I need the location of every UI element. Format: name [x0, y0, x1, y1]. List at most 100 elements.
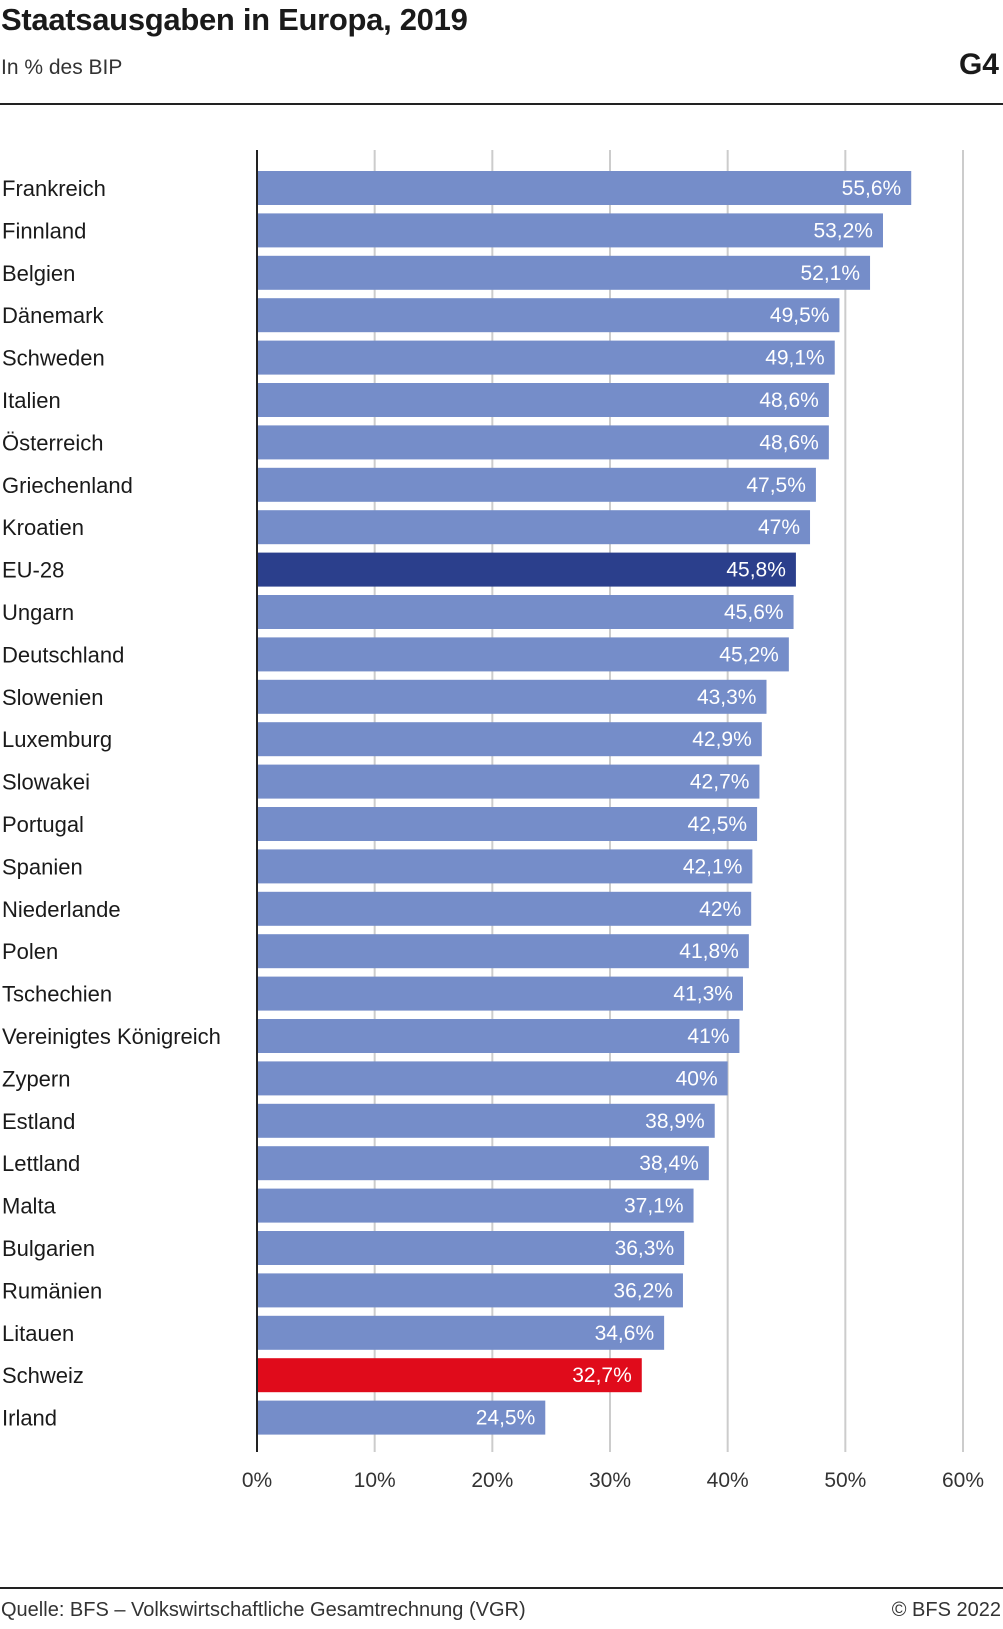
- x-tick-label: 30%: [589, 1469, 631, 1492]
- x-tick-label: 60%: [942, 1469, 984, 1492]
- x-tick-label: 40%: [707, 1469, 749, 1492]
- data-label: 45,8%: [726, 559, 786, 582]
- category-label: Italien: [2, 388, 61, 413]
- category-label: Rumänien: [2, 1278, 102, 1303]
- category-label: Frankreich: [2, 176, 106, 201]
- category-label: Finnland: [2, 218, 86, 243]
- bar: [257, 340, 835, 375]
- bar: [257, 807, 758, 841]
- data-label: 49,1%: [765, 347, 825, 370]
- bars: 55,6% 53,2% 52,1% 49,5% 49,1% 48,6% 48,6% 47,5%…: [257, 171, 912, 1435]
- category-label: Griechenland: [2, 473, 133, 498]
- x-tick-label: 20%: [471, 1469, 513, 1492]
- data-label: 42,7%: [690, 771, 750, 794]
- category-label: Niederlande: [2, 897, 121, 922]
- category-label: Estland: [2, 1109, 75, 1134]
- category-label: Spanien: [2, 854, 83, 879]
- bar: [257, 171, 912, 205]
- data-label: 53,2%: [813, 219, 873, 242]
- category-label: Österreich: [2, 430, 103, 455]
- category-label: Slowakei: [2, 770, 90, 795]
- category-label: Schweiz: [2, 1363, 84, 1388]
- category-label: Lettland: [2, 1151, 80, 1176]
- data-label: 48,6%: [759, 389, 819, 412]
- axes: 0% 10% 20% 30% 40% 50% 60% Frankreich Finnland Be…: [2, 150, 984, 1492]
- data-label: 42,9%: [692, 728, 752, 751]
- data-label: 40%: [676, 1067, 718, 1090]
- category-label: Tschechien: [2, 982, 112, 1007]
- x-tick-label: 10%: [354, 1469, 396, 1492]
- bar: [257, 934, 749, 969]
- category-label: Portugal: [2, 812, 84, 837]
- bar: [257, 1103, 715, 1138]
- data-label: 24,5%: [476, 1407, 536, 1430]
- data-label: 42,1%: [683, 855, 743, 878]
- data-label: 49,5%: [770, 304, 830, 327]
- bar: [257, 1315, 665, 1350]
- figure-code: G4: [958, 48, 999, 81]
- category-label: Slowenien: [2, 685, 104, 710]
- data-label: 32,7%: [572, 1364, 632, 1387]
- category-label: Irland: [2, 1406, 57, 1431]
- chart-title: Staatsausgaben in Europa, 2019: [1, 2, 468, 37]
- bar: [257, 1358, 642, 1393]
- data-label: 43,3%: [697, 686, 757, 709]
- category-label: Bulgarien: [2, 1236, 95, 1261]
- data-label: 55,6%: [842, 177, 902, 200]
- data-label: 41,8%: [679, 940, 739, 963]
- data-label: 36,2%: [613, 1279, 673, 1302]
- data-label: 41,3%: [673, 983, 733, 1006]
- data-label: 36,3%: [615, 1237, 675, 1260]
- category-label: Malta: [2, 1194, 57, 1219]
- bar: [257, 298, 840, 333]
- bar: [257, 255, 871, 290]
- bar: [257, 679, 767, 714]
- data-label: 42%: [699, 898, 741, 921]
- data-label: 38,9%: [645, 1110, 705, 1133]
- x-tick-label: 50%: [824, 1469, 866, 1492]
- category-label: Kroatien: [2, 515, 84, 540]
- bar: [257, 552, 796, 587]
- bar: [257, 722, 762, 757]
- bar: [257, 1231, 685, 1265]
- copyright-note: © BFS 2022: [891, 1599, 1001, 1621]
- data-label: 47%: [758, 516, 800, 539]
- bar: [257, 467, 816, 502]
- data-label: 37,1%: [624, 1195, 684, 1218]
- category-label: Polen: [2, 939, 58, 964]
- category-label: Deutschland: [2, 642, 124, 667]
- bar: [257, 849, 753, 884]
- data-label: 38,4%: [639, 1152, 699, 1175]
- x-tick-label: 0%: [242, 1469, 272, 1492]
- data-label: 34,6%: [595, 1322, 655, 1345]
- bar: [257, 976, 743, 1011]
- bar: [257, 764, 760, 799]
- bar: [257, 637, 789, 672]
- bar: [257, 1400, 546, 1435]
- category-label: EU-28: [2, 558, 64, 583]
- bar: [257, 595, 794, 629]
- category-label: Ungarn: [2, 600, 74, 625]
- chart-subtitle: In % des BIP: [1, 56, 123, 79]
- bar-chart: 55,6% 53,2% 52,1% 49,5% 49,1% 48,6% 48,6% 47,5%…: [2, 150, 984, 1492]
- data-label: 42,5%: [688, 813, 748, 836]
- bar: [257, 213, 883, 248]
- bar: [257, 1273, 683, 1308]
- bar: [257, 1146, 709, 1181]
- category-label: Litauen: [2, 1321, 74, 1346]
- bar: [257, 1061, 728, 1096]
- bar: [257, 425, 829, 460]
- data-label: 45,6%: [724, 601, 784, 624]
- data-label: 41%: [687, 1025, 729, 1048]
- category-label: Belgien: [2, 261, 75, 286]
- header-divider: [0, 103, 1003, 105]
- category-label: Dänemark: [2, 303, 104, 328]
- bar: [257, 1019, 740, 1053]
- data-label: 52,1%: [800, 262, 860, 285]
- data-label: 47,5%: [746, 474, 806, 497]
- category-label: Zypern: [2, 1066, 70, 1091]
- bar: [257, 383, 829, 417]
- data-label: 48,6%: [759, 431, 819, 454]
- category-label: Schweden: [2, 346, 105, 371]
- bar: [257, 510, 811, 545]
